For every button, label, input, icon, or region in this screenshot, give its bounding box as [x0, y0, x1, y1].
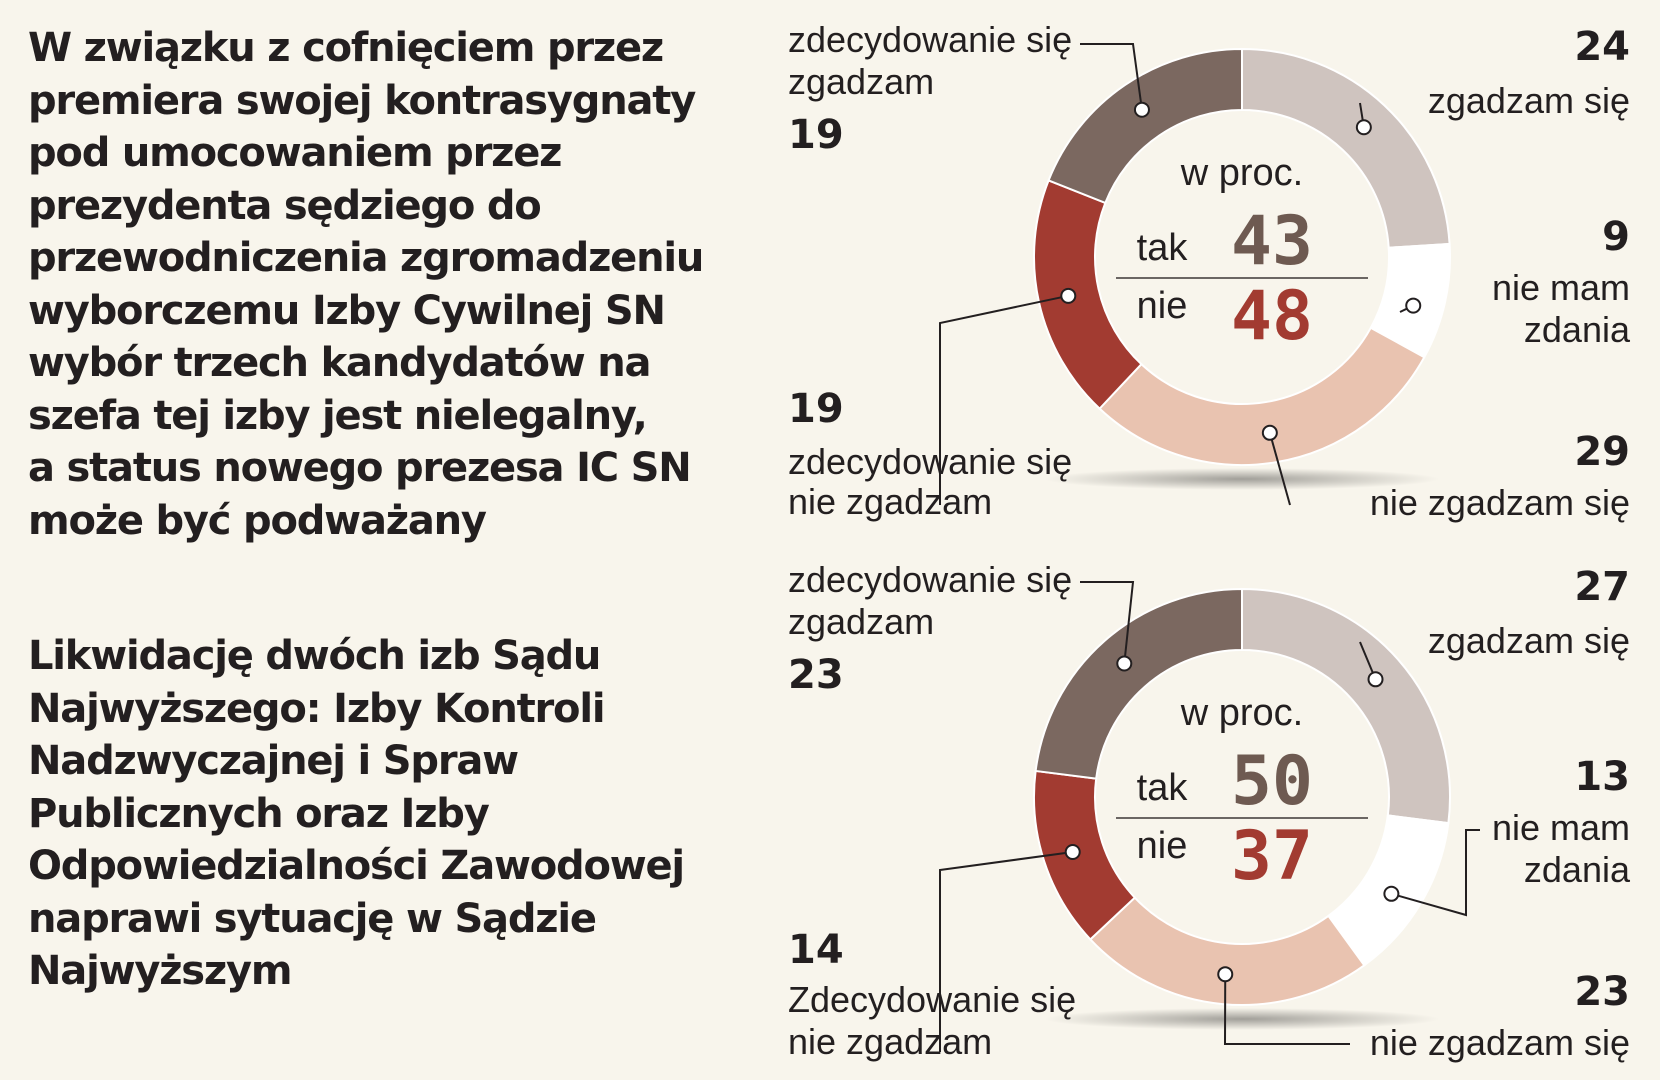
donut-slice — [1241, 587, 1451, 825]
summary-label: tak — [1137, 767, 1189, 809]
slice-value: 23 — [1574, 969, 1630, 1015]
summary-label: nie — [1137, 825, 1188, 867]
leader-dot — [1383, 885, 1400, 902]
question-line: szefa tej izby jest nielegalny, — [28, 392, 648, 439]
slice-value: 19 — [788, 386, 844, 432]
question-line: Nadzwyczajnej i Spraw — [28, 738, 519, 784]
question-line: Najwyższym — [28, 948, 293, 994]
slice-label: nie zgadzam się — [1370, 1022, 1630, 1063]
summary-value: 48 — [1231, 277, 1313, 356]
summary-value: 37 — [1231, 817, 1313, 896]
donut-slice — [1098, 326, 1426, 466]
slice-value: 24 — [1574, 24, 1630, 70]
leader-dot — [1367, 671, 1384, 688]
slice-label: zdecydowanie się — [788, 19, 1072, 60]
leader-line — [1391, 829, 1480, 917]
chart-center: w proc. tak 50 nie 37 — [1116, 692, 1368, 896]
leader-line — [1223, 974, 1350, 1045]
slice-label: zgadzam się — [1428, 80, 1630, 121]
leader-dot — [1116, 655, 1133, 672]
slice-label: nie zgadzam się — [1370, 482, 1630, 523]
question-line: Likwidację dwóch izb Sądu — [28, 633, 601, 679]
slice-value: 19 — [788, 112, 844, 158]
slice-value: 23 — [788, 652, 844, 698]
donut-slice — [1088, 896, 1366, 1006]
slice-value: 9 — [1602, 214, 1630, 260]
slice-label: Zdecydowanie się — [788, 979, 1076, 1020]
summary-label: tak — [1137, 227, 1189, 269]
leader-dot — [1133, 101, 1150, 118]
slice-value: 29 — [1574, 429, 1630, 475]
slice-label: zdecydowanie się — [788, 441, 1072, 482]
leader-line — [1080, 581, 1135, 664]
slice-value: 13 — [1574, 754, 1630, 800]
question-line: a status nowego prezesa IC SN — [28, 445, 692, 491]
slice-label: zdania — [1524, 309, 1631, 350]
slice-label: zdania — [1524, 849, 1631, 890]
slice-label: zgadzam — [788, 601, 934, 642]
chart-center: w proc. tak 43 nie 48 — [1116, 152, 1368, 356]
leader-dot — [1217, 966, 1234, 983]
summary-value: 50 — [1231, 742, 1313, 821]
summary-value: 43 — [1231, 202, 1313, 281]
question-line: przewodniczenia zgromadzeniu — [28, 235, 704, 281]
question-line: wybór trzech kandydatów na — [28, 340, 652, 386]
leader-dot — [1261, 424, 1278, 441]
leader-dot — [1355, 119, 1372, 136]
slice-label: nie zgadzam — [788, 481, 992, 522]
question-line: prezydenta sędziego do — [28, 182, 542, 229]
slice-value: 14 — [788, 927, 844, 973]
question-2: Likwidację dwóch izb Sądu Najwyższego: Iz… — [28, 630, 728, 998]
chart-shadow — [1044, 1008, 1440, 1030]
leader-line — [939, 294, 1069, 505]
question-line: może być podważany — [28, 497, 487, 544]
slice-label: nie mam — [1492, 267, 1630, 308]
question-line: naprawi sytuację w Sądzie — [28, 895, 597, 942]
leader-line — [939, 851, 1073, 1052]
donut-slice — [1033, 179, 1143, 411]
unit-label: w proc. — [1180, 152, 1303, 194]
question-line: Odpowiedzialności Zawodowej — [28, 843, 685, 889]
chart-shadow — [1044, 468, 1440, 490]
donut-slice — [1034, 587, 1243, 780]
question-line: wyborczemu Izby Cywilnej SN — [28, 287, 666, 334]
leader-line — [1080, 43, 1143, 110]
question-line: premiera swojej kontrasygnaty — [28, 77, 696, 124]
question-line: Publicznych oraz Izby — [28, 790, 490, 837]
leader-dot — [1064, 844, 1081, 861]
question-line: Najwyższego: Izby Kontroli — [28, 685, 606, 732]
donut-slice — [1241, 47, 1451, 249]
question-line: W związku z cofnięciem przez — [28, 25, 664, 71]
leader-dot — [1060, 287, 1077, 304]
slice-label: zdecydowanie się — [788, 559, 1072, 600]
slice-label: nie zgadzam — [788, 1021, 992, 1062]
donut-slice — [1047, 47, 1243, 205]
slice-label: zgadzam — [788, 61, 934, 102]
slice-label: nie mam — [1492, 807, 1630, 848]
leader-dot — [1405, 297, 1422, 314]
leader-line — [1268, 432, 1291, 506]
unit-label: w proc. — [1180, 692, 1303, 734]
question-1: W związku z cofnięciem przez premiera swo… — [28, 22, 728, 547]
slice-value: 27 — [1574, 564, 1630, 610]
question-line: pod umocowaniem przez — [28, 130, 562, 176]
summary-label: nie — [1137, 285, 1188, 327]
slice-label: zgadzam się — [1428, 620, 1630, 661]
